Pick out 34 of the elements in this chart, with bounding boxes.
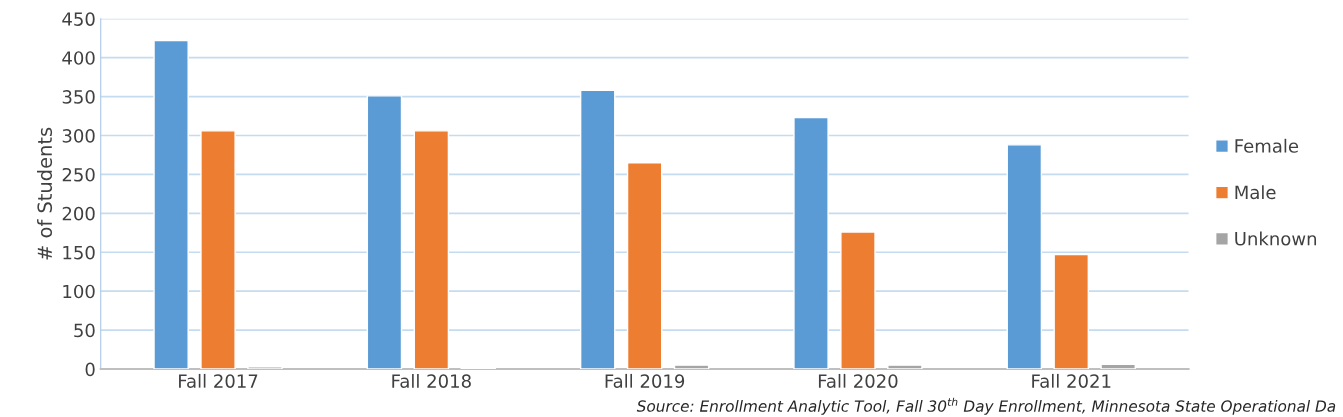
y-tick-label: 300 (62, 128, 95, 143)
bar (840, 231, 876, 370)
legend-label: Female (1235, 138, 1299, 153)
y-tick-label: 50 (74, 323, 95, 338)
x-tick-label: Fall 2018 (392, 373, 471, 388)
source-note: Source: Enrollment Analytic Tool, Fall 30$^{th}$ Day Enrollment, Minnesota State Operational Da (636, 397, 1336, 415)
bar (793, 116, 829, 370)
legend-label: Male (1235, 185, 1276, 200)
x-tick-label: Fall 2020 (818, 373, 898, 388)
legend-label: Unknown (1235, 231, 1317, 246)
bar (673, 364, 710, 370)
y-tick-label: 350 (62, 90, 95, 104)
y-tick-label: 100 (63, 284, 95, 299)
bar (153, 39, 189, 370)
x-tick-label: Fall 2021 (1032, 373, 1111, 388)
bar (200, 130, 236, 370)
x-tick-label: Fall 2017 (179, 373, 258, 388)
y-tick-label: 250 (62, 167, 95, 182)
x-tick-label: Fall 2019 (605, 373, 685, 388)
bar (1100, 363, 1136, 370)
bar (413, 130, 450, 370)
y-tick-label: 150 (63, 245, 95, 260)
y-tick-label: 450 (62, 12, 95, 26)
bar (1006, 144, 1043, 370)
y-axis-title: # of Students (37, 127, 53, 260)
y-tick-label: 400 (62, 51, 95, 65)
y-tick-label: 0 (85, 362, 95, 377)
bar (247, 366, 283, 370)
bar (579, 89, 616, 370)
bar (626, 162, 663, 370)
bar (1053, 253, 1089, 370)
bar (366, 95, 403, 370)
y-tick-label: 200 (62, 206, 95, 221)
bar (887, 364, 923, 370)
